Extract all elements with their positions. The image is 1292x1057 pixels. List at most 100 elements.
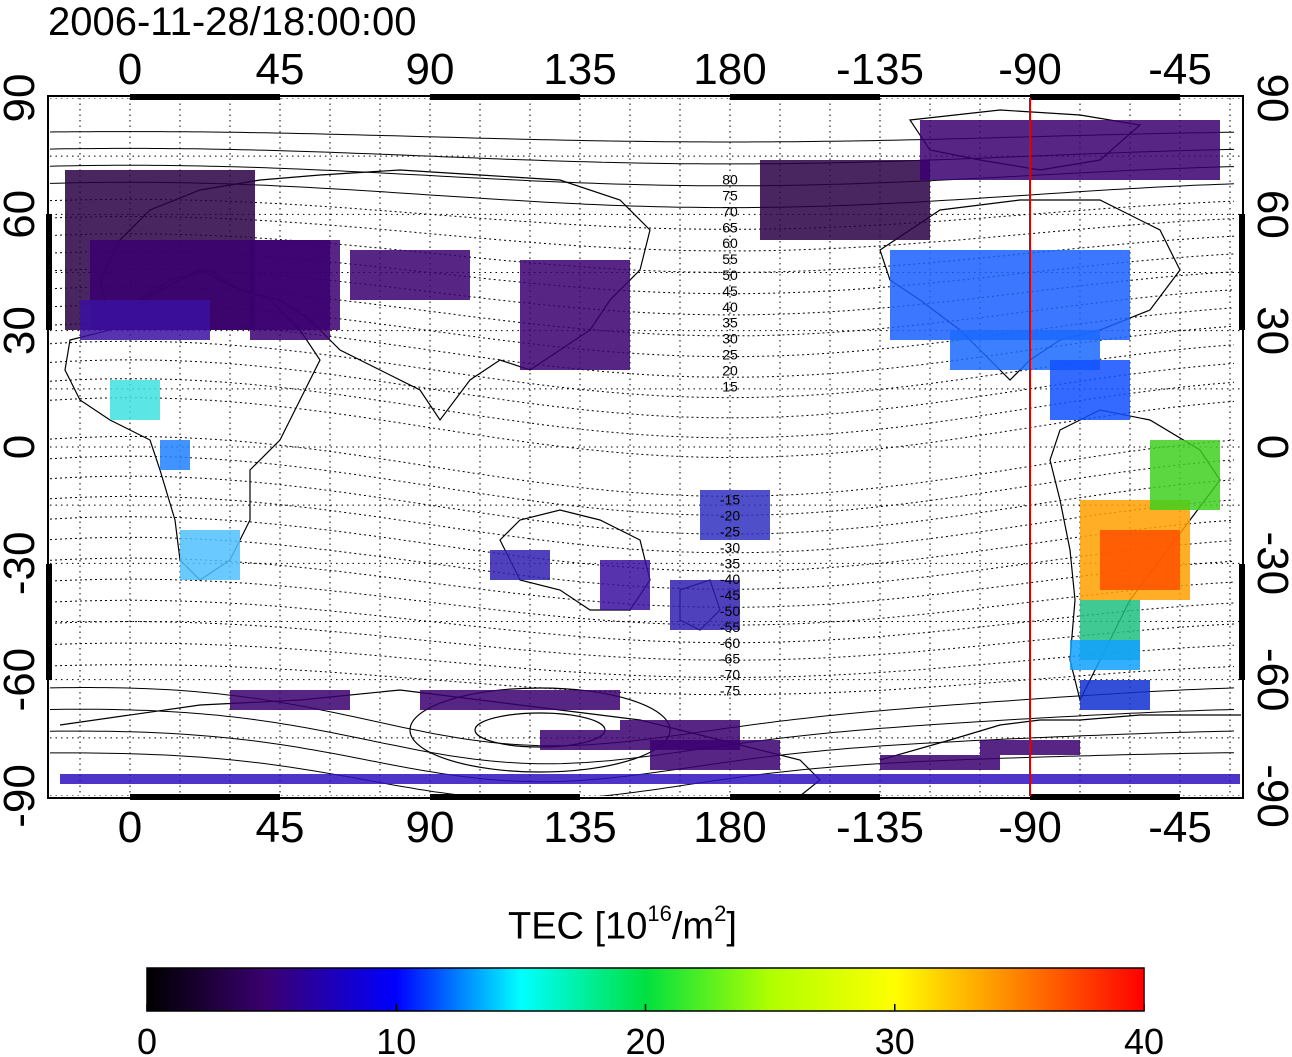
contour-line — [50, 436, 1235, 497]
lat-tick-right: -90 — [1248, 764, 1292, 828]
contour-label: -20 — [720, 508, 740, 524]
lon-tick-bottom: 45 — [256, 803, 305, 852]
contour-label: 75 — [722, 188, 738, 204]
contour-label: 55 — [722, 251, 738, 267]
contour-label: 40 — [722, 299, 738, 315]
lon-tick-top: 90 — [406, 45, 455, 94]
tec-patch — [350, 250, 470, 300]
tec-patch — [760, 160, 930, 240]
contour-line — [50, 475, 1235, 535]
tec-patch — [110, 380, 160, 420]
contour-line — [50, 397, 1235, 458]
contour-label: -30 — [720, 539, 740, 555]
colorbar-tick-label: 0 — [137, 1021, 157, 1057]
lat-tick-right: 30 — [1248, 306, 1292, 355]
lat-tick-left: -60 — [0, 648, 44, 712]
tec-patch — [600, 560, 650, 610]
lat-tick-left: -30 — [0, 532, 44, 596]
tec-patch — [1150, 440, 1220, 510]
contour-label: -45 — [720, 587, 740, 603]
tec-observations — [60, 120, 1240, 784]
contour-label: 15 — [722, 378, 738, 394]
tec-patch — [160, 440, 190, 470]
lon-tick-top: 0 — [118, 45, 142, 94]
tec-patch — [230, 690, 350, 710]
tec-patch — [880, 755, 1000, 770]
tec-patch — [60, 774, 1240, 784]
contour-line — [50, 536, 1235, 590]
colorbar-tick-label: 20 — [625, 1021, 665, 1057]
contour-label: 35 — [722, 315, 738, 331]
lon-tick-bottom: -45 — [1148, 803, 1212, 852]
lon-tick-top: -135 — [836, 45, 924, 94]
lon-tick-top: 45 — [256, 45, 305, 94]
lat-tick-left: 0 — [0, 435, 44, 459]
colorbar-tick-label: 10 — [376, 1021, 416, 1057]
colorbar-tick-label: 40 — [1124, 1021, 1164, 1057]
contour-line — [50, 752, 1235, 796]
tec-patch — [1100, 530, 1180, 590]
contour-line — [50, 455, 1235, 516]
contour-label: 50 — [722, 267, 738, 283]
contour-label: 30 — [722, 331, 738, 347]
colorbar-title-exp2: 2 — [714, 901, 727, 926]
contour-line — [50, 557, 1235, 608]
tec-patch — [420, 690, 620, 710]
contour-label: -55 — [720, 619, 740, 635]
lat-tick-left: 90 — [0, 74, 44, 123]
lat-tick-right: 60 — [1248, 190, 1292, 239]
colorbar-title-exp1: 16 — [647, 901, 672, 926]
contour-label: 80 — [722, 172, 738, 188]
tec-patch — [890, 250, 1130, 340]
lon-tick-top: -45 — [1148, 45, 1212, 94]
contour-label: -75 — [720, 682, 740, 698]
lon-tick-top: 135 — [543, 45, 616, 94]
colorbar-title-end: ] — [726, 905, 737, 948]
contour-label: 25 — [722, 347, 738, 363]
tec-patch — [540, 730, 620, 750]
lon-tick-top: 180 — [693, 45, 766, 94]
tec-patch — [1080, 680, 1150, 710]
tec-patch — [520, 260, 630, 370]
tec-patch — [80, 300, 210, 340]
contour-line — [50, 578, 1235, 626]
contour-line — [50, 359, 1235, 419]
contour-label: -50 — [720, 603, 740, 619]
lat-tick-left: 60 — [0, 190, 44, 239]
tec-patch — [1050, 360, 1130, 420]
colorbar-title-mid: /m — [671, 905, 715, 948]
contour-line — [50, 708, 1235, 765]
contour-label: -65 — [720, 651, 740, 667]
colorbar-title: TEC [1016/m2] — [508, 901, 737, 949]
lon-tick-top: -90 — [998, 45, 1062, 94]
contour-line — [50, 378, 1235, 439]
colorbar-tick-label: 30 — [875, 1021, 915, 1057]
colorbar-ticks: 0 10 20 30 40 — [137, 1004, 1164, 1057]
lat-tick-right: 90 — [1248, 74, 1292, 123]
lat-tick-right: -60 — [1248, 648, 1292, 712]
axis-labels: 0045459090135135180180-135-135-90-90-45-… — [0, 45, 1292, 852]
tec-patch — [180, 530, 240, 580]
lon-tick-bottom: 180 — [693, 803, 766, 852]
tec-patch — [1070, 640, 1140, 670]
lon-tick-bottom: 135 — [543, 803, 616, 852]
lon-tick-bottom: -135 — [836, 803, 924, 852]
tec-patch — [700, 490, 770, 540]
contour-label: 70 — [722, 203, 738, 219]
colorbar — [146, 967, 1145, 1012]
tec-patch — [250, 240, 330, 340]
tec-patch — [670, 580, 740, 630]
contour-label: -70 — [720, 667, 740, 683]
contour-label: 60 — [722, 235, 738, 251]
lat-tick-right: -30 — [1248, 532, 1292, 596]
contour-label: -40 — [720, 571, 740, 587]
lon-tick-bottom: -90 — [998, 803, 1062, 852]
contour-label: -60 — [720, 635, 740, 651]
plot-title: 2006-11-28/18:00:00 — [48, 0, 417, 44]
colorbar-title-main: TEC [10 — [508, 905, 648, 948]
lat-tick-left: 30 — [0, 306, 44, 355]
lon-tick-bottom: 90 — [406, 803, 455, 852]
tec-patch — [490, 550, 550, 580]
frame-thick-bars — [46, 94, 1245, 800]
contour-label: 65 — [722, 219, 738, 235]
